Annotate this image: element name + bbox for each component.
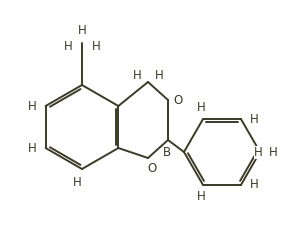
Text: H: H bbox=[92, 41, 100, 54]
Text: O: O bbox=[173, 94, 183, 106]
Text: H: H bbox=[197, 190, 205, 204]
Text: H: H bbox=[64, 41, 72, 54]
Text: H: H bbox=[78, 24, 86, 38]
Text: O: O bbox=[147, 162, 157, 174]
Text: H: H bbox=[250, 178, 259, 191]
Text: H: H bbox=[28, 142, 37, 155]
Text: H: H bbox=[133, 68, 141, 82]
Text: B: B bbox=[163, 145, 171, 159]
Text: H: H bbox=[268, 145, 277, 159]
Text: H: H bbox=[72, 176, 81, 188]
Text: H: H bbox=[250, 113, 259, 125]
Text: H: H bbox=[155, 68, 163, 82]
Text: H: H bbox=[197, 101, 205, 114]
Text: H: H bbox=[254, 145, 262, 159]
Text: H: H bbox=[28, 100, 37, 112]
